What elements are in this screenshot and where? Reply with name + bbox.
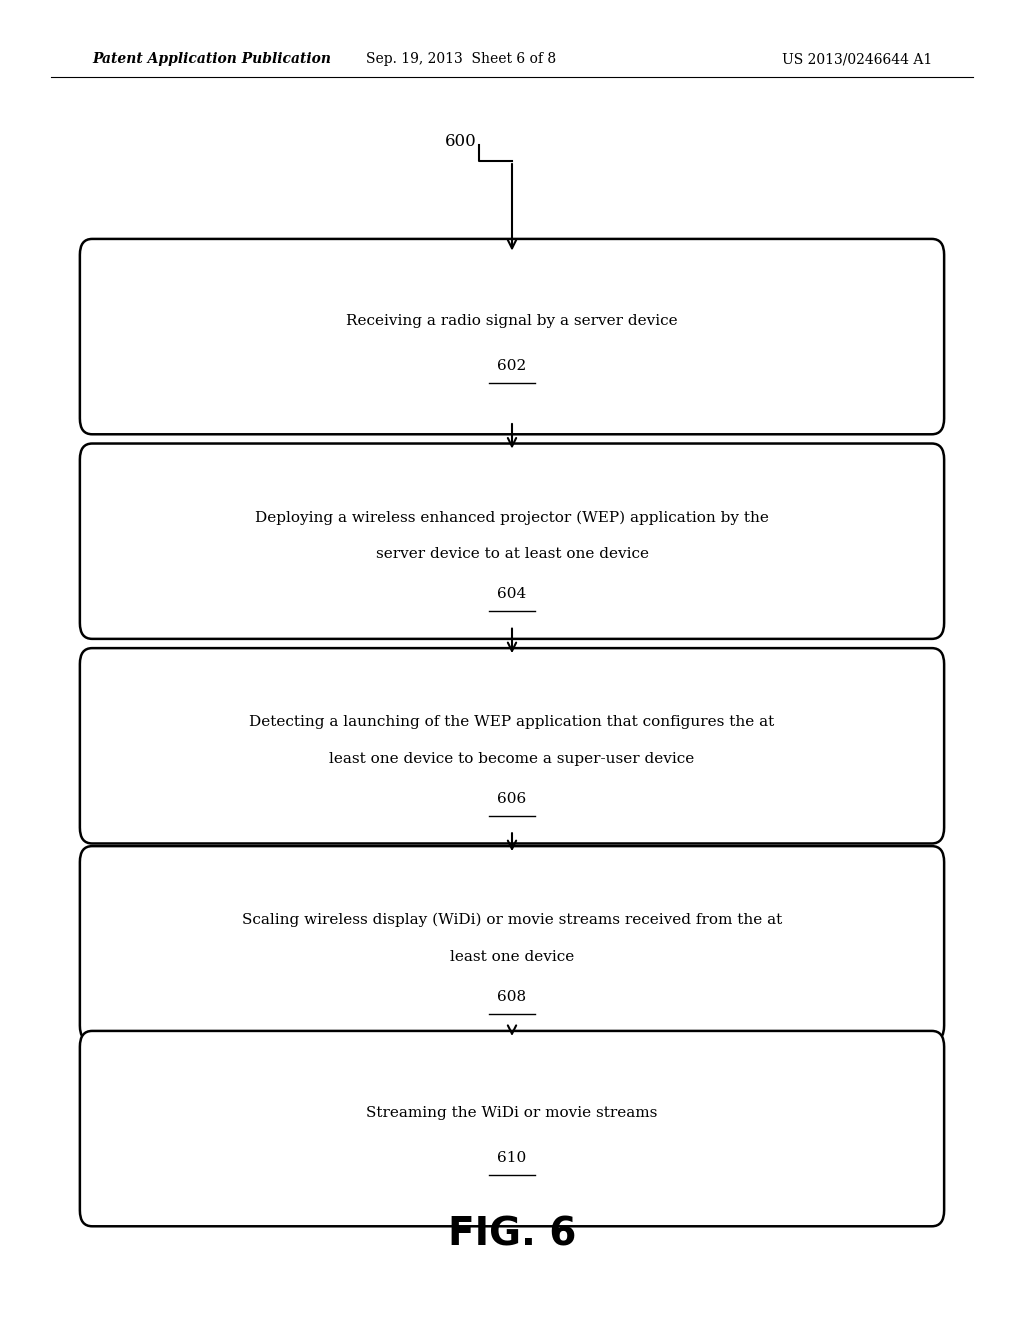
Text: 610: 610 xyxy=(498,1151,526,1164)
Text: Deploying a wireless enhanced projector (WEP) application by the: Deploying a wireless enhanced projector … xyxy=(255,511,769,524)
Text: 602: 602 xyxy=(498,359,526,372)
Text: Scaling wireless display (WiDi) or movie streams received from the at: Scaling wireless display (WiDi) or movie… xyxy=(242,913,782,927)
FancyBboxPatch shape xyxy=(80,1031,944,1226)
FancyBboxPatch shape xyxy=(80,239,944,434)
FancyBboxPatch shape xyxy=(80,846,944,1041)
Text: Patent Application Publication: Patent Application Publication xyxy=(92,53,331,66)
Text: FIG. 6: FIG. 6 xyxy=(447,1216,577,1253)
Text: Receiving a radio signal by a server device: Receiving a radio signal by a server dev… xyxy=(346,314,678,327)
Text: least one device: least one device xyxy=(450,950,574,964)
Text: 600: 600 xyxy=(444,133,476,149)
Text: least one device to become a super-user device: least one device to become a super-user … xyxy=(330,752,694,766)
Text: Streaming the WiDi or movie streams: Streaming the WiDi or movie streams xyxy=(367,1106,657,1119)
Text: 606: 606 xyxy=(498,792,526,805)
Text: US 2013/0246644 A1: US 2013/0246644 A1 xyxy=(781,53,932,66)
FancyBboxPatch shape xyxy=(80,648,944,843)
Text: 604: 604 xyxy=(498,587,526,601)
Text: server device to at least one device: server device to at least one device xyxy=(376,548,648,561)
Text: Detecting a launching of the WEP application that configures the at: Detecting a launching of the WEP applica… xyxy=(250,715,774,729)
Text: 608: 608 xyxy=(498,990,526,1003)
Text: Sep. 19, 2013  Sheet 6 of 8: Sep. 19, 2013 Sheet 6 of 8 xyxy=(366,53,556,66)
FancyBboxPatch shape xyxy=(80,444,944,639)
